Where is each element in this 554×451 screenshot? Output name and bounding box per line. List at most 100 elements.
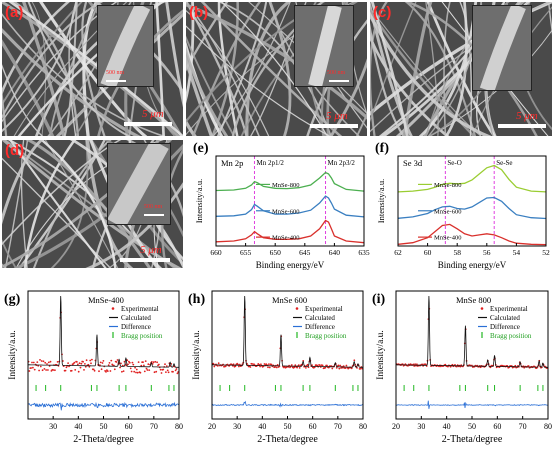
- experimental-point: [85, 359, 88, 362]
- experimental-point: [92, 368, 95, 371]
- series-line-e-0: [215, 171, 365, 192]
- experimental-point: [154, 360, 157, 363]
- experimental-point: [80, 362, 83, 365]
- experimental-point: [87, 363, 90, 366]
- experimental-point: [290, 364, 293, 366]
- x-tick-label-e-4: 640: [329, 248, 341, 257]
- x-tick-label-f-2: 58: [453, 248, 461, 257]
- experimental-point: [224, 365, 227, 368]
- experimental-point: [91, 358, 93, 361]
- sem-inset-fiber-c: [479, 6, 526, 90]
- experimental-point: [167, 371, 170, 374]
- series-line-f-0: [397, 164, 547, 193]
- x-tick-label-i-1: 30: [417, 422, 425, 431]
- plot-frame-f: [397, 155, 547, 247]
- sem-scalebar-d: [120, 258, 170, 262]
- legend-label-h-2: Difference: [305, 323, 335, 331]
- experimental-point: [143, 370, 146, 373]
- x-tick-label-e-5: 635: [358, 248, 370, 257]
- experimental-point: [139, 371, 142, 374]
- x-axis-label-f: Binding energy/eV: [438, 260, 507, 270]
- x-tick-label-e-0: 660: [210, 248, 222, 257]
- x-tick-label-e-1: 655: [240, 248, 252, 257]
- experimental-point: [82, 360, 84, 363]
- experimental-point: [65, 366, 68, 369]
- peak-label-e-1: Mn 2p3/2: [328, 159, 356, 167]
- experimental-point: [137, 361, 140, 363]
- experimental-point: [454, 364, 456, 366]
- experimental-point: [47, 369, 49, 371]
- experimental-point: [88, 365, 91, 368]
- sem-scalebar-c: [498, 124, 546, 128]
- experimental-point: [424, 363, 427, 366]
- experimental-point: [136, 371, 139, 374]
- experimental-point: [76, 361, 78, 363]
- experimental-point: [159, 368, 162, 371]
- x-tick-label-e-3: 645: [299, 248, 311, 257]
- xrd-mnse800-chart: 20 30 40 50 60 70 80 2-Theta/degree Intensity/a.…: [370, 283, 552, 449]
- x-tick-label-f-3: 56: [483, 248, 491, 257]
- x-tick-label-i-3: 50: [468, 422, 476, 431]
- experimental-point: [176, 372, 179, 375]
- x-tick-label-h-0: 20: [208, 422, 216, 431]
- experimental-point: [28, 370, 31, 372]
- experimental-point: [213, 365, 216, 368]
- sem-panel-c: 5 μm (c): [370, 2, 552, 136]
- x-tick-label-h-3: 50: [284, 422, 292, 431]
- experimental-point: [249, 366, 252, 368]
- experimental-point: [345, 364, 348, 367]
- experimental-point: [70, 369, 73, 372]
- experimental-point: [479, 366, 482, 369]
- experimental-point: [359, 367, 362, 370]
- experimental-point: [130, 370, 133, 373]
- experimental-point: [340, 367, 342, 369]
- experimental-point: [74, 369, 77, 371]
- peak-label-e-0: Mn 2p1/2: [256, 159, 284, 167]
- experimental-point: [73, 361, 76, 364]
- x-tick-label-e-2: 650: [270, 248, 282, 257]
- experimental-point: [451, 363, 454, 366]
- series-line-e-1: [215, 195, 365, 218]
- experimental-point: [47, 361, 50, 364]
- legend-label-g-3: Bragg position: [121, 332, 163, 340]
- experimental-point: [296, 366, 298, 369]
- experimental-point: [107, 364, 110, 367]
- experimental-point: [135, 368, 138, 371]
- legend-label-h-1: Calculated: [305, 314, 335, 322]
- sem-scale-c: 5 μm: [516, 110, 538, 122]
- experimental-point: [46, 363, 48, 365]
- experimental-point: [155, 370, 158, 373]
- experimental-point: [268, 363, 270, 365]
- difference-line-i: [395, 400, 548, 409]
- experimental-point: [76, 363, 79, 366]
- calculated-line-g: [28, 295, 179, 368]
- experimental-point: [102, 360, 105, 362]
- experimental-point: [232, 363, 235, 366]
- experimental-point: [39, 359, 41, 361]
- experimental-point: [45, 369, 47, 371]
- sem-inset-d: 500 nm: [107, 143, 171, 225]
- sem-panel-b: 500 nm 5 μm (b): [186, 2, 367, 136]
- experimental-point: [216, 365, 219, 367]
- experimental-point: [274, 366, 276, 368]
- experimental-point: [331, 367, 334, 370]
- experimental-point: [166, 369, 169, 372]
- legend-label-i-3: Bragg position: [490, 332, 532, 340]
- experimental-point: [40, 360, 43, 362]
- experimental-point: [144, 360, 147, 362]
- experimental-point: [32, 361, 35, 364]
- x-tick-label-f-5: 52: [542, 248, 550, 257]
- experimental-point: [147, 363, 150, 366]
- panel-label-f: (f): [375, 141, 389, 156]
- panel-label-i: (i): [372, 292, 386, 307]
- experimental-point: [108, 362, 111, 364]
- series-name-f-2: MnSe-400: [434, 235, 461, 242]
- series-name-e-0: MnSe-800: [272, 182, 299, 189]
- region-label-e: Mn 2p: [221, 158, 243, 168]
- legend-label-h-0: Experimental: [305, 305, 343, 313]
- experimental-point: [270, 363, 273, 366]
- experimental-point: [339, 364, 342, 367]
- experimental-point: [164, 363, 166, 366]
- legend-label-g-1: Calculated: [121, 314, 151, 322]
- plot-frame-e: [215, 155, 365, 247]
